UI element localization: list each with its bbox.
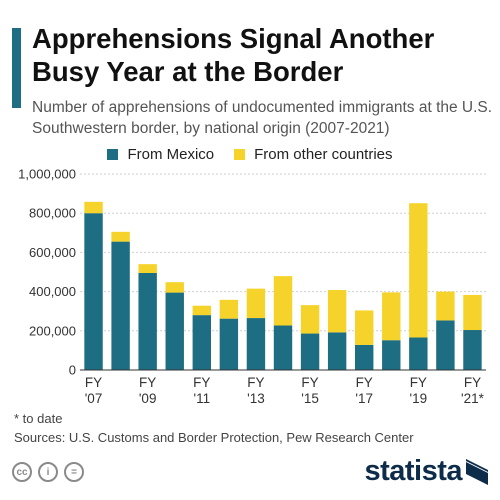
- bar-segment-mexico: [409, 337, 428, 370]
- bar-segment-mexico: [327, 332, 347, 370]
- bar-segment-other: [84, 201, 103, 214]
- y-tick-label: 1,000,000: [18, 167, 76, 182]
- by-icon[interactable]: i: [38, 462, 58, 482]
- sources-text: Sources: U.S. Customs and Border Protect…: [14, 430, 414, 445]
- bar-segment-other: [463, 294, 482, 331]
- legend-label-other: From other countries: [254, 146, 393, 163]
- legend-swatch-other: [234, 149, 246, 160]
- bar-segment-other: [192, 305, 212, 316]
- footnote: * to date: [14, 411, 63, 426]
- x-tick-label: '19: [410, 391, 428, 406]
- x-tick-label: '21*: [461, 391, 485, 406]
- bar-segment-mexico: [354, 344, 374, 370]
- legend: From Mexico From other countries: [0, 146, 500, 163]
- bar-segment-other: [165, 282, 184, 293]
- bar-segment-other: [300, 305, 320, 334]
- bar-segment-mexico: [273, 325, 293, 370]
- bar-segment-mexico: [436, 320, 455, 370]
- x-tick-label: '15: [301, 391, 319, 406]
- x-tick-label: '13: [247, 391, 265, 406]
- bar-segment-other: [409, 203, 428, 338]
- title-accent-bar: [12, 28, 21, 108]
- nd-icon[interactable]: =: [64, 462, 84, 482]
- bar-segment-mexico: [192, 315, 212, 370]
- x-tick-label: '17: [355, 391, 373, 406]
- statista-logo-icon: [466, 458, 488, 485]
- legend-item-mexico: From Mexico: [107, 146, 214, 163]
- y-tick-label: 0: [69, 363, 76, 378]
- x-tick-label: '07: [85, 391, 103, 406]
- x-tick-label: FY: [193, 375, 210, 390]
- y-tick-label: 800,000: [29, 206, 76, 221]
- bar-chart: 0 200,000 400,000 600,000 800,000 1,000,000 FY…: [18, 167, 486, 406]
- bar-segment-mexico: [219, 318, 239, 370]
- y-tick-label: 400,000: [29, 284, 76, 299]
- bar-segment-other: [382, 292, 401, 341]
- license-icons: cc i =: [12, 462, 90, 482]
- y-tick-label: 200,000: [29, 323, 76, 338]
- x-tick-label: '11: [194, 391, 211, 406]
- legend-item-other: From other countries: [234, 146, 393, 163]
- chart-subtitle: Number of apprehensions of undocumented …: [32, 99, 493, 137]
- statista-logo[interactable]: statista: [364, 455, 488, 488]
- x-tick-label: FY: [410, 375, 427, 390]
- bar-segment-mexico: [138, 272, 157, 370]
- bar-segment-mexico: [111, 241, 130, 370]
- bar-segment-mexico: [463, 330, 482, 370]
- bar-segment-other: [219, 299, 239, 319]
- bar-segment-mexico: [300, 333, 320, 370]
- bar-segment-other: [354, 310, 374, 345]
- bar-segment-mexico: [382, 340, 401, 370]
- x-tick-label: FY: [85, 375, 102, 390]
- bar-segment-other: [138, 264, 157, 273]
- bar-segment-other: [436, 291, 455, 321]
- brand-text: statista: [364, 455, 462, 487]
- bar-segment-mexico: [84, 213, 103, 370]
- x-tick-label: FY: [247, 375, 264, 390]
- y-tick-label: 600,000: [29, 245, 76, 260]
- cc-icon[interactable]: cc: [12, 462, 32, 482]
- bar-segment-other: [111, 231, 130, 242]
- bar-segment-other: [246, 288, 266, 319]
- x-tick-label: FY: [356, 375, 373, 390]
- bar-segment-other: [273, 276, 293, 326]
- chart-title: Apprehensions Signal Another Busy Year a…: [32, 23, 435, 87]
- x-tick-label: FY: [464, 375, 481, 390]
- x-tick-label: FY: [139, 375, 156, 390]
- legend-label-mexico: From Mexico: [127, 146, 215, 163]
- legend-swatch-mexico: [107, 149, 119, 160]
- x-tick-label: '09: [139, 391, 157, 406]
- bar-segment-mexico: [246, 318, 266, 370]
- bar-segment-mexico: [165, 292, 184, 370]
- x-tick-label: FY: [301, 375, 318, 390]
- bar-segment-other: [327, 290, 347, 333]
